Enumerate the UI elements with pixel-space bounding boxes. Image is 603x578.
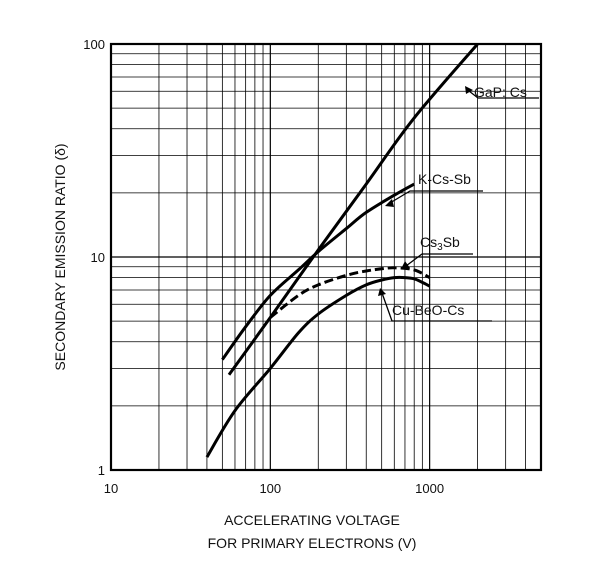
cs3sb-main: Cs [420, 234, 437, 250]
series-cs3sb [269, 266, 431, 319]
leader-arrowhead [385, 199, 394, 207]
series-gap-cs [227, 43, 479, 376]
x-tick-label: 100 [259, 481, 281, 496]
cs3sb-subscript: 3 [437, 242, 443, 253]
legend-label-k-cs-sb: K-Cs-Sb [418, 171, 471, 187]
x-axis-title-line2: FOR PRIMARY ELECTRONS (V) [208, 535, 417, 551]
x-tick-label: 1000 [415, 481, 444, 496]
series-cu-beo-cs [205, 275, 431, 458]
plot-frame [109, 42, 543, 472]
leader-arrowhead [378, 288, 386, 296]
leader-arrowhead [401, 261, 410, 269]
y-tick-label: 1 [98, 463, 105, 478]
legend-label-cu-beo-cs: Cu-BeO-Cs [392, 302, 464, 318]
leader-k-cs-sb [389, 190, 483, 204]
series-layer [205, 43, 479, 458]
cs3sb-end: Sb [443, 234, 460, 250]
legend-label-gap-cs: GaP: Cs [474, 84, 527, 100]
legend-label-cs3sb: Cs3Sb [420, 234, 460, 253]
series-k-cs-sb [221, 182, 415, 361]
x-axis-title-line1: ACCELERATING VOLTAGE [224, 512, 400, 528]
leader-cu-beo-cs [381, 292, 492, 322]
leader-gap-cs [468, 90, 539, 99]
y-tick-label: 10 [91, 250, 105, 265]
leader-cs3sb [405, 253, 473, 267]
grid [111, 44, 541, 470]
x-tick-label: 10 [104, 481, 118, 496]
leader-arrowhead [465, 86, 473, 94]
label-leaders [378, 86, 539, 322]
axis-ticks: 10 100 1000 1 10 100 [83, 37, 444, 496]
y-axis-title: SECONDARY EMISSION RATIO (δ) [52, 143, 68, 370]
y-tick-label: 100 [83, 37, 105, 52]
